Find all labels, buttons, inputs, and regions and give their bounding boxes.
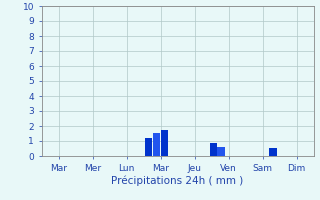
Bar	[217, 147, 225, 156]
Bar	[210, 143, 217, 156]
Bar	[161, 130, 168, 156]
Bar	[145, 138, 152, 156]
Bar	[269, 148, 276, 156]
Bar	[153, 133, 160, 156]
X-axis label: Précipitations 24h ( mm ): Précipitations 24h ( mm )	[111, 175, 244, 186]
